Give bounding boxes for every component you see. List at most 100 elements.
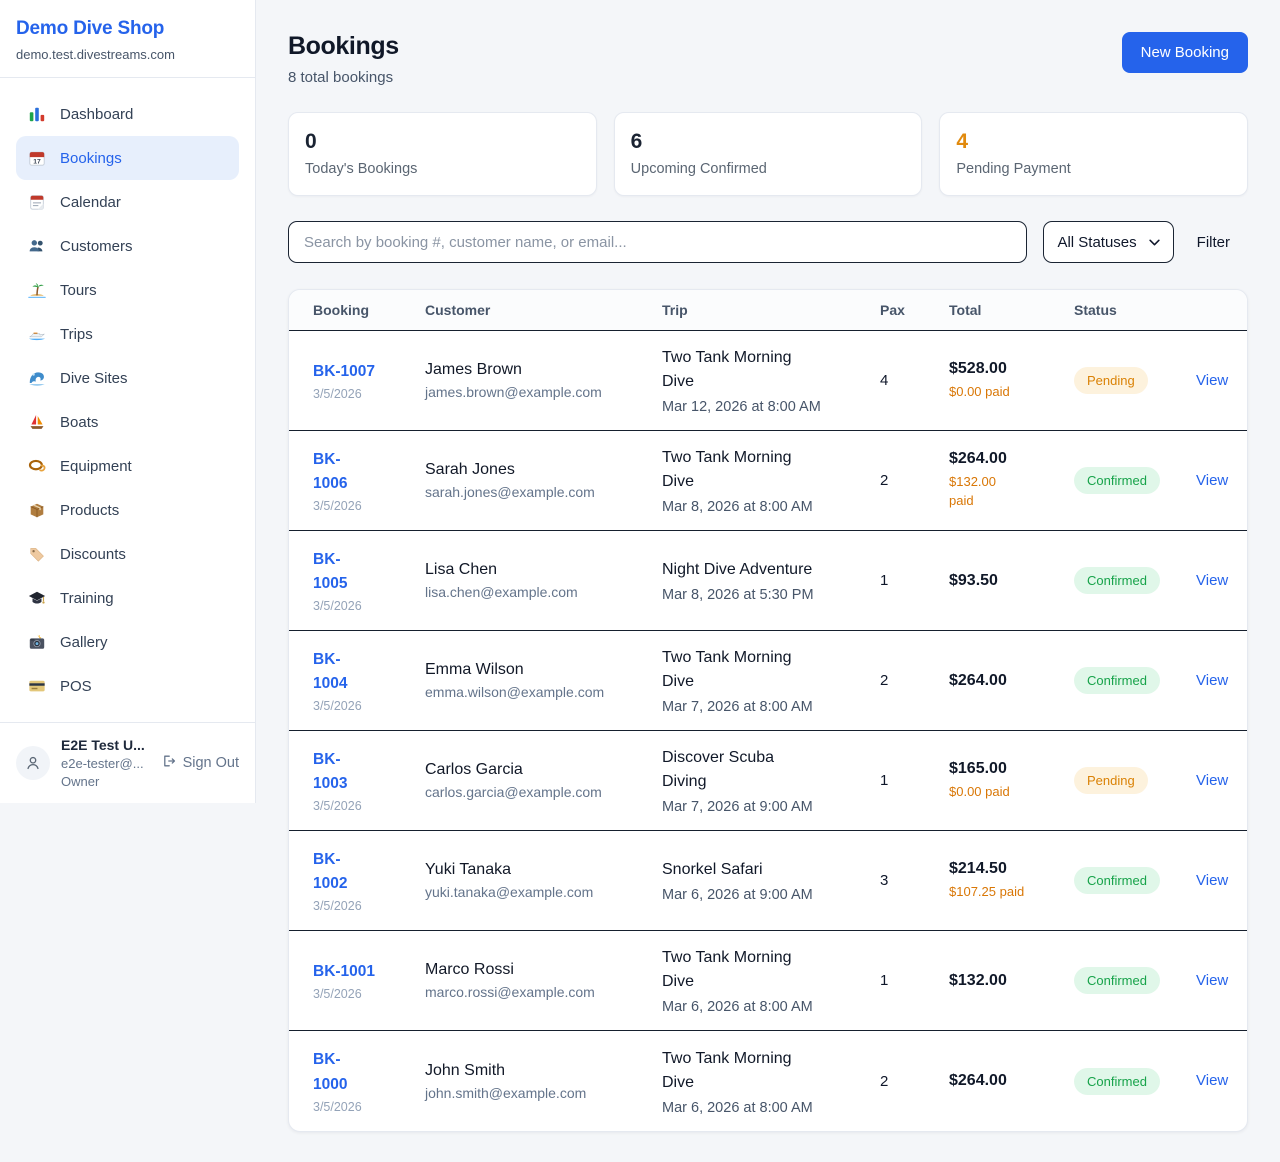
- booking-cell: BK- 1000 3/5/2026: [313, 1048, 425, 1113]
- trip-datetime: Mar 6, 2026 at 8:00 AM: [662, 1099, 813, 1116]
- booking-cell: BK- 1004 3/5/2026: [313, 648, 425, 713]
- user-name: E2E Test U...: [61, 737, 145, 753]
- trip-cell: Two Tank Morning Dive Mar 12, 2026 at 8:…: [662, 346, 880, 415]
- sidebar-item-calendar[interactable]: Calendar: [16, 180, 239, 224]
- trip-cell: Two Tank Morning Dive Mar 6, 2026 at 8:0…: [662, 1047, 880, 1116]
- filter-button[interactable]: Filter: [1174, 234, 1248, 251]
- status-cell: Confirmed: [1074, 467, 1196, 494]
- sidebar-item-gallery[interactable]: Gallery: [16, 620, 239, 664]
- booking-id-link[interactable]: BK- 1003: [313, 750, 348, 792]
- customer-name: John Smith: [425, 1061, 506, 1079]
- sidebar-item-boats[interactable]: Boats: [16, 400, 239, 444]
- sidebar-item-training[interactable]: Training: [16, 576, 239, 620]
- sidebar-item-dive-sites[interactable]: Dive Sites: [16, 356, 239, 400]
- pax-count: 4: [880, 372, 889, 389]
- tear-calendar-icon: [28, 193, 46, 211]
- trip-datetime: Mar 8, 2026 at 5:30 PM: [662, 587, 814, 603]
- view-link[interactable]: View: [1196, 671, 1229, 689]
- status-cell: Confirmed: [1074, 967, 1196, 994]
- total-cell: $132.00: [949, 972, 1074, 990]
- customer-cell: Emma Wilson emma.wilson@example.com: [425, 661, 662, 700]
- booking-id-link[interactable]: BK-1007: [313, 362, 376, 380]
- booking-id-link[interactable]: BK- 1000: [313, 1051, 348, 1093]
- stat-label: Pending Payment: [956, 161, 1071, 177]
- status-filter-value: All Statuses: [1057, 233, 1137, 251]
- trip-name: Snorkel Safari: [662, 861, 763, 878]
- trip-datetime: Mar 6, 2026 at 8:00 AM: [662, 999, 813, 1015]
- total-amount: $132.00: [949, 971, 1007, 989]
- view-link[interactable]: View: [1196, 1072, 1229, 1089]
- stat-card: 6 Upcoming Confirmed: [613, 112, 923, 196]
- table-row: BK- 1002 3/5/2026 Yuki Tanaka yuki.tanak…: [289, 831, 1247, 931]
- view-link[interactable]: View: [1196, 471, 1229, 489]
- customer-cell: John Smith john.smith@example.com: [425, 1062, 662, 1101]
- brand: Demo Dive Shop demo.test.divestreams.com: [0, 0, 255, 78]
- calendar-17-icon: 17: [28, 149, 46, 167]
- booking-id-link[interactable]: BK-1001: [313, 962, 376, 980]
- view-link[interactable]: View: [1196, 871, 1229, 889]
- sidebar-item-customers[interactable]: Customers: [16, 224, 239, 268]
- shop-name: Demo Dive Shop: [16, 18, 165, 39]
- booking-cell: BK- 1003 3/5/2026: [313, 748, 425, 813]
- booking-id-link[interactable]: BK- 1004: [313, 650, 348, 692]
- sidebar-item-trips[interactable]: Trips: [16, 312, 239, 356]
- paid-amount: $132.00 paid: [949, 474, 996, 508]
- pax-count: 2: [880, 1072, 889, 1090]
- trip-cell: Two Tank Morning Dive Mar 8, 2026 at 8:0…: [662, 446, 880, 515]
- table-row: BK- 1000 3/5/2026 John Smith john.smith@…: [289, 1031, 1247, 1131]
- view-link[interactable]: View: [1196, 971, 1229, 989]
- stat-card: 4 Pending Payment: [939, 112, 1248, 196]
- total-cell: $214.50 $107.25 paid: [949, 860, 1074, 902]
- paid-amount: $0.00 paid: [949, 783, 1010, 799]
- booking-cell: BK- 1002 3/5/2026: [313, 848, 425, 913]
- sidebar-item-tours[interactable]: Tours: [16, 268, 239, 312]
- view-link[interactable]: View: [1196, 571, 1229, 589]
- sidebar-item-dashboard[interactable]: Dashboard: [16, 92, 239, 136]
- trip-datetime: Mar 8, 2026 at 8:00 AM: [662, 499, 813, 515]
- filter-row: All Statuses Filter: [288, 221, 1248, 263]
- sidebar-item-label: Equipment: [60, 457, 132, 475]
- column-header-trip: Trip: [662, 302, 688, 318]
- status-filter-select[interactable]: All Statuses: [1043, 221, 1174, 263]
- sidebar-item-bookings[interactable]: 17 Bookings: [16, 136, 239, 180]
- booking-id-link[interactable]: BK- 1002: [313, 850, 348, 892]
- sidebar-item-label: Tours: [60, 281, 97, 299]
- search-input[interactable]: [288, 221, 1028, 263]
- new-booking-button[interactable]: New Booking: [1121, 32, 1248, 73]
- sidebar-item-discounts[interactable]: Discounts: [16, 532, 239, 576]
- pax-count: 2: [880, 472, 889, 489]
- total-amount: $214.50: [949, 859, 1007, 877]
- sign-out-label: Sign Out: [182, 755, 239, 771]
- stat-value: 4: [956, 130, 969, 153]
- column-header-booking: Booking: [313, 302, 369, 318]
- status-badge: Confirmed: [1074, 567, 1160, 594]
- status-badge: Confirmed: [1074, 867, 1160, 894]
- page-header: Bookings 8 total bookings New Booking: [288, 32, 1248, 86]
- customer-name: Yuki Tanaka: [425, 861, 511, 878]
- sidebar-item-label: Customers: [60, 237, 133, 255]
- sidebar-item-equipment[interactable]: Equipment: [16, 444, 239, 488]
- sidebar-item-label: Calendar: [60, 193, 121, 211]
- main-content: Bookings 8 total bookings New Booking 0 T…: [256, 0, 1280, 1132]
- booking-id-link[interactable]: BK- 1005: [313, 550, 348, 592]
- trip-name: Two Tank Morning Dive: [662, 1049, 792, 1091]
- total-cell: $528.00 $0.00 paid: [949, 360, 1074, 402]
- booking-date: 3/5/2026: [313, 987, 362, 1001]
- total-cell: $264.00: [949, 672, 1074, 690]
- island-icon: [28, 281, 46, 299]
- sign-out-button[interactable]: Sign Out: [160, 753, 239, 773]
- shop-domain: demo.test.divestreams.com: [16, 47, 175, 62]
- booking-date: 3/5/2026: [313, 899, 362, 914]
- trip-name: Two Tank Morning Dive: [662, 349, 792, 390]
- trip-cell: Snorkel Safari Mar 6, 2026 at 9:00 AM: [662, 858, 880, 903]
- sidebar-item-pos[interactable]: POS: [16, 664, 239, 708]
- view-link[interactable]: View: [1196, 771, 1229, 789]
- people-icon: [28, 237, 46, 255]
- sidebar-item-products[interactable]: Products: [16, 488, 239, 532]
- view-link[interactable]: View: [1196, 371, 1229, 389]
- customer-cell: Lisa Chen lisa.chen@example.com: [425, 561, 662, 600]
- customer-cell: James Brown james.brown@example.com: [425, 361, 662, 400]
- column-header-status: Status: [1074, 302, 1117, 318]
- booking-id-link[interactable]: BK- 1006: [313, 450, 348, 492]
- app-layout: Demo Dive Shop demo.test.divestreams.com…: [0, 0, 1280, 1132]
